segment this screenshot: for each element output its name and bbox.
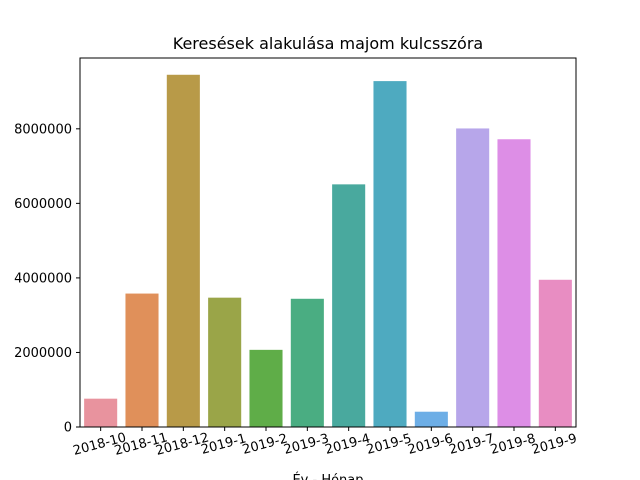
- bar-2018-12: [166, 74, 200, 427]
- y-tick-label: 4000000: [14, 271, 72, 286]
- bar-2018-11: [125, 293, 159, 427]
- y-tick-label: 2000000: [14, 346, 72, 361]
- bar-2019-4: [332, 184, 366, 427]
- x-axis: 2018-102018-112018-122019-12019-22019-32…: [72, 427, 579, 459]
- bar-2019-1: [208, 297, 242, 427]
- bar-2018-10: [84, 398, 118, 427]
- x-axis-label: Év - Hónap: [292, 472, 363, 480]
- bar-2019-3: [290, 298, 324, 427]
- bar-2019-9: [538, 279, 572, 427]
- y-tick-label: 8000000: [14, 122, 72, 137]
- y-tick-label: 0: [64, 421, 72, 436]
- bar-2019-8: [497, 139, 531, 427]
- bar-2019-2: [249, 349, 283, 427]
- plot-frame: [79, 57, 577, 428]
- bar-2019-5: [373, 81, 407, 427]
- x-tick-label: 2019-9: [530, 431, 578, 457]
- bar-2019-6: [414, 411, 448, 427]
- bar-2019-7: [456, 128, 490, 428]
- chart-title: Keresések alakulása majom kulcsszóra: [173, 34, 483, 53]
- bars-group: [84, 74, 572, 428]
- y-axis: 0 2000000 4000000 6000000 8000000: [14, 122, 80, 436]
- y-tick-label: 6000000: [14, 197, 72, 212]
